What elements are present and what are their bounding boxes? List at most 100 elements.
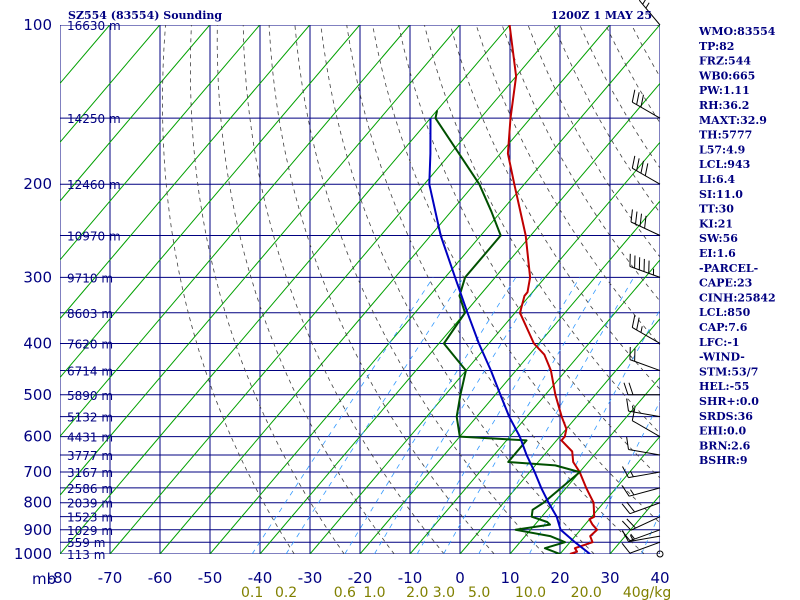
dry-adiabat [268, 25, 495, 554]
wind-barb [626, 398, 661, 418]
index-entry: L57:4.9 [699, 143, 745, 156]
pressure-tick: 100 [23, 16, 52, 34]
height-label: 4431 m [67, 431, 113, 445]
height-label: 10970 m [67, 230, 121, 244]
temperature-tick: -40 [248, 569, 273, 587]
index-entry: BRN:2.6 [699, 439, 751, 452]
wind-barb [623, 382, 660, 396]
temperature-tick: -80 [48, 569, 73, 587]
height-label: 8603 m [67, 307, 113, 321]
temperature-tick: 20 [550, 569, 569, 587]
index-entry: WMO:83554 [698, 25, 776, 38]
isotherm [359, 200, 660, 554]
wind-barb [631, 314, 661, 344]
index-entry: HEL:-55 [699, 380, 749, 393]
index-entry: BSHR:9 [699, 454, 748, 467]
height-label: 5890 m [67, 389, 113, 403]
axis-tick-labels: 0.1 0.2 0.6 1.0 2.0 3.0 5.0 10.0 20.0 40g/kg10020… [14, 16, 671, 600]
index-entry: LCL:943 [699, 158, 750, 171]
wind-barb [621, 501, 661, 515]
temperature-tick: 10 [500, 569, 519, 587]
chart-title: SZ554 (83554) Sounding [68, 9, 222, 22]
temperature-tick: 30 [600, 569, 619, 587]
index-entry: SW:56 [699, 232, 738, 245]
index-entry: -WIND- [699, 351, 745, 364]
mixing-ratio-line [641, 512, 660, 554]
index-entry: LCL:850 [699, 306, 751, 319]
mixing-ratio-line [285, 277, 464, 554]
index-entry: LFC:-1 [699, 336, 740, 349]
dry-adiabat [424, 25, 660, 434]
wind-barb [630, 209, 661, 236]
index-entry: -PARCEL- [699, 262, 758, 275]
index-entry: CAPE:23 [699, 277, 752, 290]
isotherm [60, 25, 211, 202]
temperature-tick: -50 [198, 569, 223, 587]
index-entry: EI:1.6 [699, 247, 736, 260]
height-label: 16630 m [67, 19, 121, 33]
mixing-ratio-tick: 0.1 [241, 585, 263, 600]
isotherm [60, 25, 461, 496]
height-label: 3777 m [67, 449, 113, 463]
wind-barb [631, 408, 661, 438]
height-label: 3167 m [67, 466, 113, 480]
mixing-ratio-tick: 2.0 [406, 585, 428, 600]
height-label: 14250 m [67, 112, 121, 126]
index-entry: LI:6.4 [699, 173, 735, 186]
mixing-ratio-line [251, 277, 434, 554]
pressure-tick: 600 [23, 428, 52, 446]
index-entry: FRZ:544 [699, 55, 751, 68]
pressure-tick: 200 [23, 175, 52, 193]
height-label: 9710 m [67, 271, 113, 285]
wind-barb [629, 253, 661, 278]
mixing-ratio-tick: 20.0 [571, 585, 602, 600]
isotherm [60, 25, 261, 261]
index-entry: RH:36.2 [699, 99, 749, 112]
mixing-ratio-line [478, 277, 635, 554]
pressure-tick: 1000 [14, 545, 52, 563]
dry-adiabat [449, 25, 660, 390]
index-entry: TT:30 [699, 203, 734, 216]
mixing-ratio-tick: 0.6 [334, 585, 356, 600]
index-entry: EHI:0.0 [699, 425, 746, 438]
temperature-tick: -70 [98, 569, 123, 587]
mixing-ratio-tick: 1.0 [363, 585, 385, 600]
index-entry: WB0:665 [698, 69, 755, 82]
wind-barb [639, 0, 661, 26]
mixing-ratio-line [374, 277, 543, 554]
mixing-ratio-tick: 40g/kg [623, 585, 671, 600]
mixing-ratio-lines [251, 277, 660, 554]
pressure-tick: 300 [23, 268, 52, 286]
sounding-profiles [428, 25, 599, 554]
index-entry: TP:82 [699, 40, 734, 53]
isotherm [60, 25, 361, 379]
height-label: 6714 m [67, 365, 113, 379]
height-label: 1523 m [67, 511, 113, 525]
index-entry: KI:21 [699, 217, 733, 230]
temperature-tick: -10 [398, 569, 423, 587]
dry-adiabat [501, 25, 660, 302]
wind-barb [621, 485, 661, 497]
dewpoint-profile [434, 110, 581, 554]
mixing-ratio-tick: 10.0 [515, 585, 546, 600]
isotherm [109, 25, 561, 554]
index-entry: CINH:25842 [699, 291, 776, 304]
pressure-tick: 900 [23, 521, 52, 539]
height-label: 113 m [67, 548, 105, 562]
chart-datetime: 1200Z 1 MAY 25 [551, 9, 652, 22]
dry-adiabat [346, 25, 645, 554]
index-entry: SI:11.0 [699, 188, 743, 201]
index-entry: MAXT:32.9 [699, 114, 767, 127]
temperature-tick: -60 [148, 569, 173, 587]
pressure-tick: 700 [23, 463, 52, 481]
index-entry: SHR+:0.0 [699, 395, 759, 408]
height-label: 2039 m [67, 497, 113, 511]
mixing-ratio-tick: 0.2 [275, 585, 297, 600]
index-entry: STM:53/7 [699, 365, 758, 378]
isotherm [60, 25, 311, 320]
isotherm [60, 25, 511, 554]
index-entry: SRDS:36 [699, 410, 753, 423]
wind-barb [621, 541, 661, 554]
mixing-ratio-line [344, 277, 517, 554]
